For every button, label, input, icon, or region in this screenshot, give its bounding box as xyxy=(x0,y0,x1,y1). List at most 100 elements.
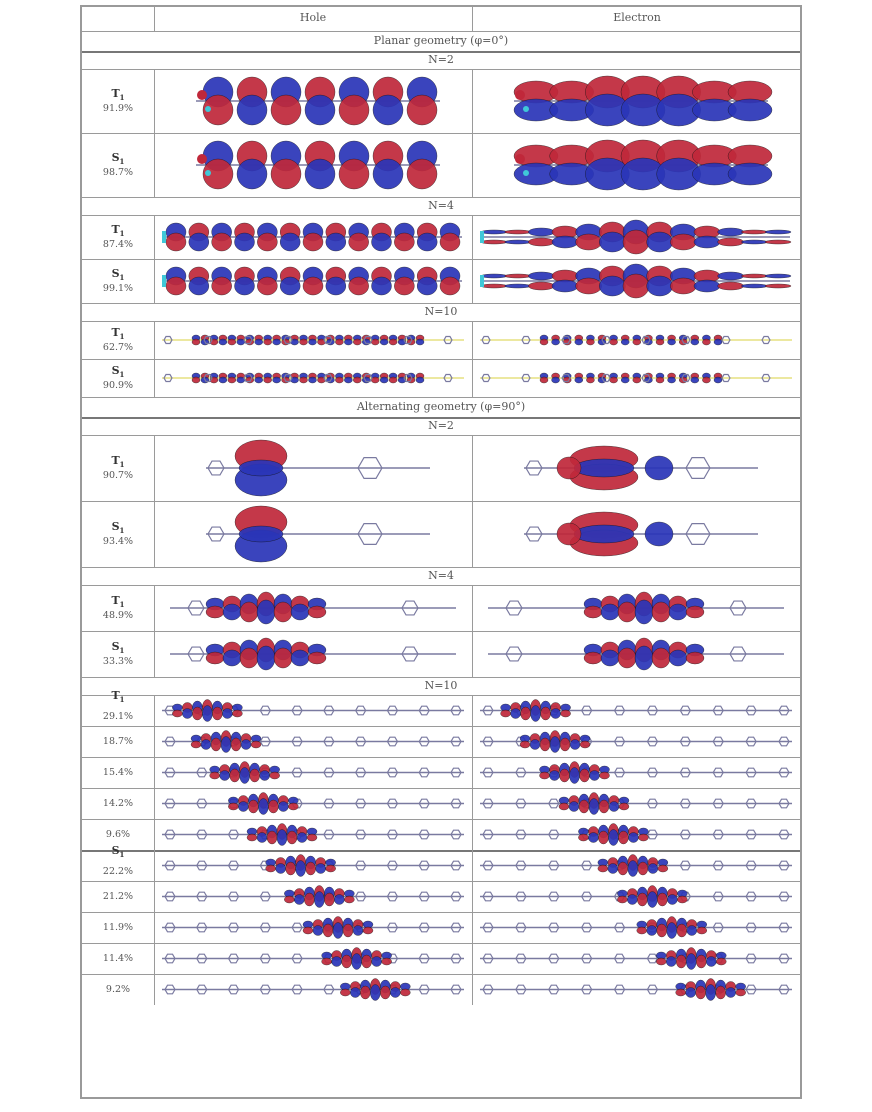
phenyl-ring xyxy=(323,373,333,383)
phenyl-ring xyxy=(164,705,176,716)
orbital-lobe xyxy=(182,708,193,719)
orbital-lobe xyxy=(230,737,242,752)
row-divider xyxy=(82,757,800,758)
orbital-lobe xyxy=(279,232,301,252)
row-divider xyxy=(82,585,800,586)
phenyl-ring xyxy=(646,984,659,995)
orbital-lobe xyxy=(651,647,671,669)
orbital-lobe xyxy=(205,651,225,665)
orbital-lobe xyxy=(308,376,317,384)
phenyl-ring xyxy=(443,373,453,383)
state-symbol: S1 xyxy=(82,267,154,283)
orbital-lobe xyxy=(618,830,629,845)
hole-orbital-image xyxy=(156,70,470,132)
orbital-lobe xyxy=(250,740,262,749)
orbital-lobe xyxy=(325,232,347,252)
phenyl-ring xyxy=(646,798,659,809)
orbital-lobe xyxy=(528,281,555,291)
state-symbol: S1 xyxy=(82,520,154,536)
orbital-lobe xyxy=(741,239,768,245)
column-divider xyxy=(154,695,155,1005)
orbital-lobe xyxy=(727,98,773,122)
phenyl-ring xyxy=(580,953,593,964)
orbital-lobe xyxy=(690,338,700,346)
phenyl-ring xyxy=(679,829,692,840)
phenyl-ring xyxy=(761,335,771,345)
orbital-lobe xyxy=(655,376,665,384)
phenyl-ring xyxy=(203,335,213,345)
phenyl-ring xyxy=(323,798,335,809)
state-letter: S xyxy=(111,844,120,857)
phenyl-ring xyxy=(721,335,731,345)
orbital-lobe xyxy=(735,988,746,997)
orbital-lobe xyxy=(234,276,255,296)
orbital-lobe xyxy=(644,521,674,547)
weight-percent: 48.9% xyxy=(102,609,134,621)
orbital-lobe xyxy=(439,276,461,296)
phenyl-ring xyxy=(712,736,724,747)
phenyl-ring xyxy=(163,335,173,345)
phenyl-ring xyxy=(515,953,527,964)
electron-orbital-image xyxy=(474,586,798,630)
column-divider xyxy=(472,69,473,197)
phenyl-ring xyxy=(515,860,527,871)
phenyl-ring xyxy=(259,736,272,747)
phenyl-ring xyxy=(196,829,208,840)
orbital-lobe xyxy=(239,647,259,669)
state-symbol: T1 xyxy=(82,87,154,103)
orbital-lobe xyxy=(256,645,276,671)
row-divider xyxy=(82,850,800,852)
phenyl-ring xyxy=(259,984,272,995)
row-divider xyxy=(82,819,800,820)
phenyl-ring xyxy=(354,891,367,902)
phenyl-ring xyxy=(745,953,757,964)
orbital-lobe xyxy=(504,229,531,235)
orbital-lobe xyxy=(666,956,677,967)
phenyl-ring xyxy=(482,953,494,964)
orbital-lobe xyxy=(647,863,659,874)
row-divider xyxy=(82,567,800,568)
orbital-lobe xyxy=(285,861,296,876)
phenyl-ring xyxy=(418,798,430,809)
orbital-lobe xyxy=(218,338,228,346)
orbital-lobe xyxy=(338,94,370,126)
orbital-lobe xyxy=(599,231,626,253)
state-letter: T xyxy=(111,594,120,607)
orbital-lobe xyxy=(620,338,630,346)
electron-orbital-image xyxy=(474,436,798,500)
phenyl-ring xyxy=(354,705,367,716)
orbital-lobe xyxy=(400,988,411,997)
phenyl-ring xyxy=(712,860,724,871)
hole-orbital-image xyxy=(156,696,470,725)
phenyl-ring xyxy=(515,767,527,778)
phenyl-ring xyxy=(164,984,176,995)
phenyl-ring xyxy=(521,335,531,345)
orbital-lobe xyxy=(371,956,382,967)
phenyl-ring xyxy=(164,767,176,778)
orbital-lobe xyxy=(388,338,398,346)
column-divider xyxy=(154,69,155,197)
phenyl-ring xyxy=(580,860,593,871)
orbital-lobe xyxy=(560,709,571,718)
orbital-lobe xyxy=(236,158,268,190)
end-atom xyxy=(480,231,484,243)
orbital-lobe xyxy=(276,829,288,846)
column-divider xyxy=(154,321,155,397)
weight-percent: 90.9% xyxy=(102,379,134,391)
hole-orbital-image xyxy=(156,502,470,566)
phenyl-ring xyxy=(679,860,692,871)
orbital-lobe xyxy=(202,158,234,190)
orbital-lobe xyxy=(371,276,392,296)
chain-length-label: N=2 xyxy=(428,53,454,66)
orbital-lobe xyxy=(273,647,293,669)
state-letter: S xyxy=(111,267,120,280)
phenyl-ring xyxy=(515,922,527,933)
orbital-lobe xyxy=(188,276,210,296)
orbital-lobe xyxy=(622,273,650,299)
orbital-lobe xyxy=(741,283,768,289)
orbital-lobe xyxy=(388,376,398,384)
electron-orbital-image xyxy=(474,322,798,358)
phenyl-ring xyxy=(721,373,731,383)
phenyl-ring xyxy=(164,860,176,871)
phenyl-ring xyxy=(505,646,523,662)
